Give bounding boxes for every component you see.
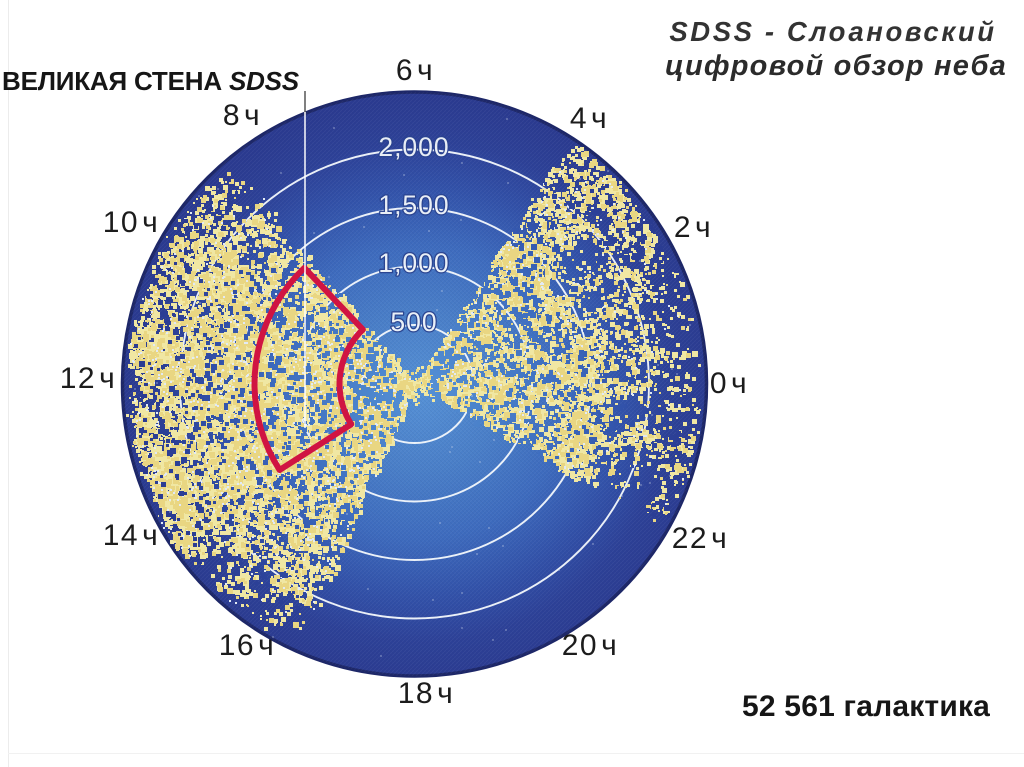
svg-text:20ч: 20 ч bbox=[562, 629, 619, 662]
svg-text:500: 500 bbox=[390, 307, 437, 337]
svg-text:SDSS - Слоановский: SDSS - Слоановский bbox=[669, 16, 996, 47]
svg-text:ВЕЛИКАЯ СТЕНА SDSS: ВЕЛИКАЯ СТЕНА SDSS bbox=[2, 66, 300, 96]
svg-text:12ч: 12 ч bbox=[60, 362, 117, 395]
svg-text:18ч: 18 ч bbox=[398, 677, 455, 710]
svg-text:цифровой обзор неба: цифровой обзор неба bbox=[665, 50, 1007, 82]
svg-text:1,500: 1,500 bbox=[378, 190, 449, 220]
svg-text:16ч: 16 ч bbox=[219, 629, 276, 662]
svg-text:14ч: 14 ч bbox=[103, 519, 160, 552]
svg-text:22ч: 22 ч bbox=[672, 522, 729, 555]
svg-text:2,000: 2,000 bbox=[378, 132, 449, 162]
svg-text:10ч: 10 ч bbox=[103, 206, 160, 239]
svg-text:52 561 галактика: 52 561 галактика bbox=[742, 690, 990, 723]
svg-text:1,000: 1,000 bbox=[378, 248, 449, 278]
